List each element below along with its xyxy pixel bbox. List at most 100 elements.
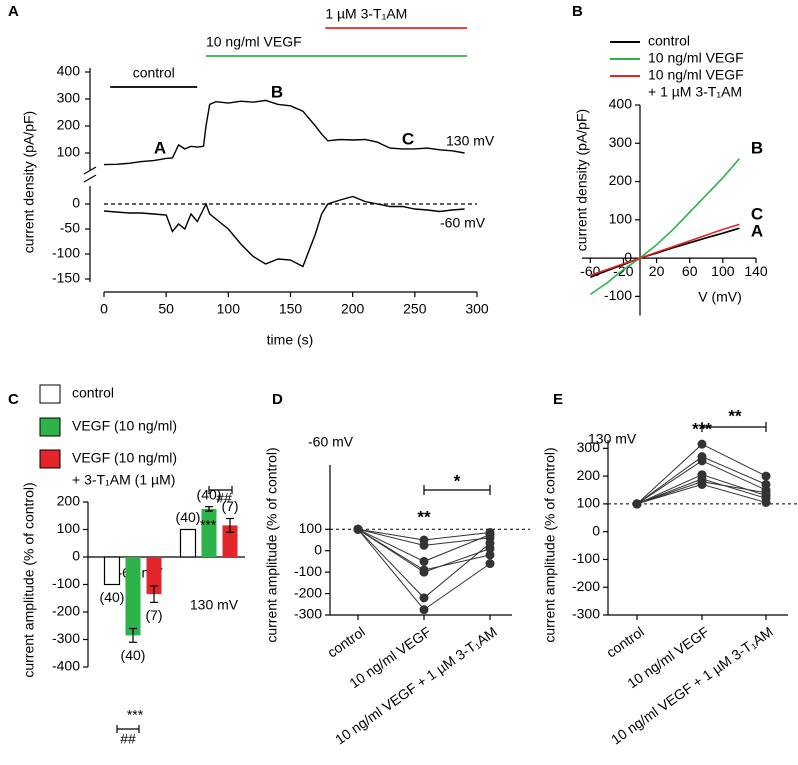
- panel-letter: D: [272, 391, 283, 408]
- n-label: (7): [145, 607, 162, 623]
- x-tick-label: 0: [100, 301, 108, 317]
- data-point: [697, 479, 707, 489]
- y-tick-label: 100: [577, 495, 601, 511]
- x-tick-label: 250: [403, 301, 427, 317]
- axis-break: [83, 174, 97, 183]
- y-tick-label: -300: [52, 630, 80, 646]
- y-tick-label: 300: [57, 90, 81, 106]
- data-point: [419, 567, 429, 577]
- point-label: C: [751, 204, 763, 223]
- legend-label: VEGF (10 ng/ml): [72, 450, 177, 466]
- n-label: (40): [176, 509, 201, 525]
- legend-swatch: [39, 417, 61, 437]
- point-label: C: [402, 129, 414, 148]
- x-tick-label: 100: [711, 263, 735, 279]
- y-tick-label: 100: [57, 520, 81, 536]
- y-tick-label: -50: [60, 220, 80, 236]
- x-tick-label: 140: [744, 263, 768, 279]
- subtitle: 130 mV: [588, 431, 637, 447]
- y-tick-label: 400: [57, 63, 81, 79]
- point-label: A: [154, 138, 166, 157]
- y-tick-label: 200: [57, 117, 81, 133]
- y-axis-label: current amplitude (% of control): [21, 482, 37, 677]
- n-label: (40): [121, 647, 146, 663]
- data-point: [485, 550, 495, 560]
- x-tick-label: 150: [279, 301, 303, 317]
- significance-label: **: [417, 507, 431, 526]
- series-label: -60 mV: [440, 215, 486, 231]
- data-line: [589, 158, 741, 296]
- group-label: 130 mV: [190, 597, 239, 613]
- data-line: [590, 223, 740, 277]
- bar: [103, 556, 121, 586]
- data-point: [485, 538, 495, 548]
- data-line: [103, 195, 465, 268]
- legend-label: VEGF (10 ng/ml): [72, 418, 177, 434]
- bar: [179, 528, 197, 558]
- data-point: [761, 498, 771, 507]
- legend-swatch: [39, 449, 61, 469]
- data-point: [632, 499, 642, 509]
- bar: [222, 525, 238, 557]
- legend-label: + 3-T₁AM (1 µM): [72, 472, 175, 488]
- y-tick-label: 100: [57, 144, 81, 160]
- y-tick-label: 100: [299, 520, 323, 536]
- legend-label: control: [72, 385, 114, 401]
- y-tick-label: -100: [52, 575, 80, 591]
- y-tick-label: -300: [572, 606, 600, 622]
- significance-label: ***: [127, 707, 144, 723]
- point-label: B: [271, 82, 283, 101]
- y-axis-label: current amplitude (% of control): [542, 447, 558, 642]
- bar: [201, 508, 217, 557]
- x-axis-label: time (s): [267, 332, 314, 348]
- y-tick-label: -100: [294, 563, 322, 579]
- legend-swatch: [39, 384, 61, 404]
- panel-letter: E: [553, 391, 563, 408]
- y-tick-label: 200: [577, 467, 601, 483]
- y-tick-label: 400: [609, 96, 633, 112]
- panel-letter: A: [8, 3, 19, 20]
- data-point: [419, 605, 429, 615]
- treatment-label: control: [133, 65, 175, 81]
- subtitle: -60 mV: [308, 434, 354, 450]
- legend-label: + 1 µM 3-T₁AM: [648, 84, 742, 100]
- x-tick-label: 300: [465, 301, 489, 317]
- data-point: [485, 530, 495, 540]
- y-tick-label: -400: [52, 658, 80, 674]
- y-tick-label: 100: [609, 211, 633, 227]
- data-point: [419, 593, 429, 603]
- y-tick-label: 300: [609, 134, 633, 150]
- y-axis-label: current density (pA/pF): [574, 109, 590, 251]
- y-tick-label: 0: [592, 522, 600, 538]
- x-tick-label: control: [603, 623, 647, 660]
- treatment-label: 10 ng/ml VEGF: [206, 34, 302, 50]
- data-point: [353, 524, 363, 534]
- y-tick-label: -200: [294, 584, 322, 600]
- y-tick-label: 0: [624, 249, 632, 265]
- significance-label: **: [728, 406, 742, 425]
- x-tick-label: 50: [158, 301, 174, 317]
- y-tick-label: 200: [57, 493, 81, 509]
- legend-label: 10 ng/ml VEGF: [648, 67, 744, 83]
- y-tick-label: -100: [572, 550, 600, 566]
- legend-label: control: [648, 33, 690, 49]
- data-line: [590, 227, 740, 278]
- data-point: [419, 556, 429, 566]
- n-label: (40): [100, 589, 125, 605]
- x-tick-label: 100: [217, 301, 241, 317]
- y-tick-label: 0: [314, 541, 322, 557]
- x-tick-label: 60: [682, 263, 698, 279]
- legend-label: 10 ng/ml VEGF: [648, 50, 744, 66]
- series-label: 130 mV: [446, 133, 495, 149]
- bar: [125, 557, 141, 636]
- data-point: [419, 540, 429, 550]
- y-axis-label: current amplitude (% of control): [264, 447, 280, 642]
- x-axis-label: V (mV): [698, 289, 742, 305]
- axis-break: [83, 166, 97, 175]
- data-point: [485, 559, 495, 569]
- y-tick-label: 0: [72, 195, 80, 211]
- data-point: [697, 456, 707, 466]
- significance-label: *: [454, 471, 461, 490]
